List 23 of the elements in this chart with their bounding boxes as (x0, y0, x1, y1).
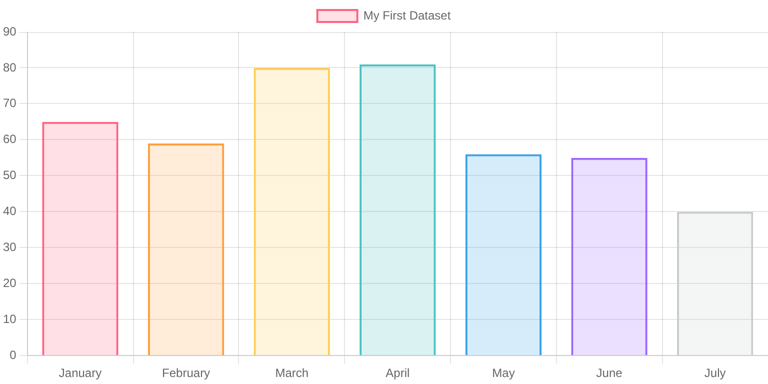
y-tick-label: 30 (2, 240, 17, 254)
y-tick-label: 70 (2, 96, 17, 110)
bar (148, 143, 224, 356)
y-tick-label: 20 (2, 276, 17, 290)
x-tick-label: May (492, 366, 515, 380)
x-tick-label: March (275, 366, 309, 380)
y-tick-label: 10 (2, 312, 17, 326)
y-tick-label: 90 (2, 24, 17, 38)
bar (571, 158, 648, 356)
x-tick-label: January (58, 366, 102, 380)
legend-label: My First Dataset (363, 8, 452, 22)
x-tick-label: February (162, 366, 210, 380)
y-tick-label: 50 (2, 168, 17, 182)
bar (254, 68, 330, 356)
x-tick-label: June (596, 366, 623, 380)
y-tick-label: 60 (2, 132, 17, 146)
bar (465, 154, 542, 356)
y-tick-label: 40 (2, 204, 17, 218)
y-tick-label: 0 (10, 348, 17, 362)
y-tick-label: 80 (2, 60, 17, 74)
x-tick-label: July (704, 366, 726, 380)
x-tick-label: April (386, 366, 410, 380)
bar (677, 212, 754, 356)
